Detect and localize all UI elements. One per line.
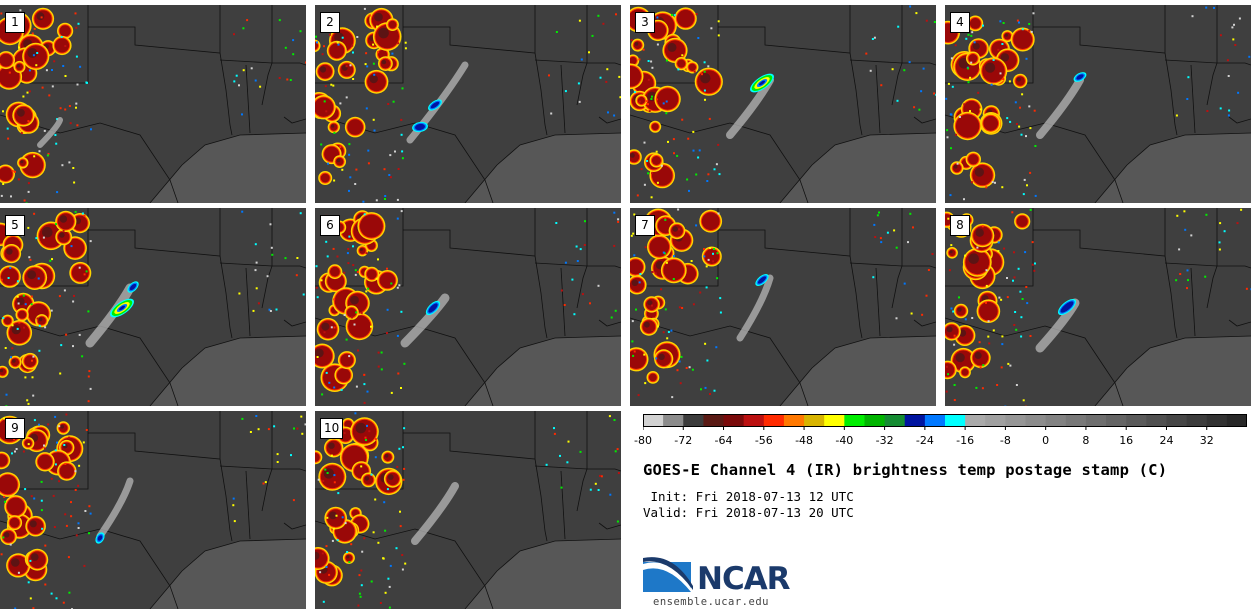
panel-number: 1: [5, 12, 25, 33]
colorbar-bin: [1166, 414, 1188, 427]
colorbar-bin: [663, 414, 684, 427]
panel-number: 6: [320, 215, 340, 236]
colorbar-outline: [643, 414, 1247, 427]
satellite-map: [315, 5, 621, 203]
colorbar-bin: [1025, 414, 1047, 427]
ensemble-panel: 1: [0, 5, 306, 203]
satellite-map: [630, 5, 936, 203]
panel-number: 7: [635, 215, 655, 236]
panel-number: 8: [950, 215, 970, 236]
colorbar-tick-label: -48: [795, 434, 814, 447]
ensemble-panel: 7: [630, 208, 936, 406]
colorbar-bin: [844, 414, 865, 427]
colorbar-bin: [1146, 414, 1167, 427]
colorbar-bin: [985, 414, 1006, 427]
colorbar-tick-label: -16: [956, 434, 975, 447]
panel-number: 9: [5, 418, 25, 439]
satellite-map: [0, 411, 306, 609]
panel-number: 10: [320, 418, 344, 439]
colorbar-bin: [864, 414, 886, 427]
ncar-logo-icon: [643, 557, 693, 592]
colorbar-bin: [924, 414, 946, 427]
colorbar-bin: [945, 414, 966, 427]
figure-title: GOES-E Channel 4 (IR) brightness temp po…: [643, 461, 1168, 479]
satellite-map: [0, 208, 306, 406]
ensemble-panel: 4: [945, 5, 1251, 203]
satellite-map: [315, 411, 621, 609]
colorbar-bar: [643, 414, 1247, 430]
colorbar-tick-label: -56: [754, 434, 773, 447]
colorbar-tick-label: 32: [1199, 434, 1214, 447]
colorbar-tick-label: 16: [1119, 434, 1134, 447]
logo-text: NCAR: [697, 561, 791, 597]
colorbar-bin: [824, 414, 845, 427]
satellite-map: [630, 208, 936, 406]
site-url: ensemble.ucar.edu: [653, 596, 769, 608]
panel-number: 4: [950, 12, 970, 33]
colorbar-bin: [1126, 414, 1147, 427]
satellite-map: [945, 5, 1251, 203]
valid-time: Valid: Fri 2018-07-13 20 UTC: [643, 505, 854, 520]
colorbar-bin: [884, 414, 906, 427]
panel-number: 2: [320, 12, 340, 33]
init-time: Init: Fri 2018-07-13 12 UTC: [643, 489, 854, 504]
colorbar-bin: [1085, 414, 1107, 427]
colorbar-tick-label: 0: [1042, 434, 1050, 447]
colorbar-tick-label: -8: [999, 434, 1011, 447]
colorbar-tick-label: -40: [835, 434, 854, 447]
colorbar-tick-label: 24: [1159, 434, 1174, 447]
colorbar-bin: [1106, 414, 1127, 427]
colorbar-tick-label: 8: [1082, 434, 1090, 447]
panel-number: 3: [635, 12, 655, 33]
ensemble-panel: 5: [0, 208, 306, 406]
colorbar-bin: [783, 414, 805, 427]
ensemble-panel: 8: [945, 208, 1251, 406]
ensemble-panel: 2: [315, 5, 621, 203]
colorbar-bin: [643, 414, 664, 427]
colorbar-bin: [804, 414, 825, 427]
colorbar-bin: [904, 414, 926, 427]
colorbar-tick-label: -32: [875, 434, 894, 447]
colorbar-bin: [1065, 414, 1087, 427]
ensemble-panel: 3: [630, 5, 936, 203]
ensemble-panel: 6: [315, 208, 621, 406]
colorbar-bin: [965, 414, 986, 427]
colorbar-tick-label: -80: [634, 434, 652, 447]
colorbar-bin: [1206, 414, 1228, 427]
colorbar-bin: [763, 414, 785, 427]
panel-number: 5: [5, 215, 25, 236]
colorbar-bin: [703, 414, 725, 427]
colorbar-tick-label: -64: [714, 434, 733, 447]
colorbar-bin: [1045, 414, 1067, 427]
ensemble-panel: 9: [0, 411, 306, 609]
satellite-map: [315, 208, 621, 406]
colorbar-bin: [1005, 414, 1027, 427]
colorbar-bin: [1226, 414, 1247, 427]
colorbar-bin: [683, 414, 704, 427]
colorbar-bin: [1186, 414, 1208, 427]
colorbar-tick-label: -24: [915, 434, 934, 447]
satellite-map: [0, 5, 306, 203]
colorbar-tick-label: -72: [674, 434, 693, 447]
colorbar-bin: [723, 414, 745, 427]
satellite-map: [945, 208, 1251, 406]
colorbar: -80 -72 -64 -56 -48 -40 -32 -24 -16 -8 0 8 16 24 32: [634, 414, 1247, 450]
ensemble-panel: 10: [315, 411, 621, 609]
colorbar-bin: [743, 414, 765, 427]
